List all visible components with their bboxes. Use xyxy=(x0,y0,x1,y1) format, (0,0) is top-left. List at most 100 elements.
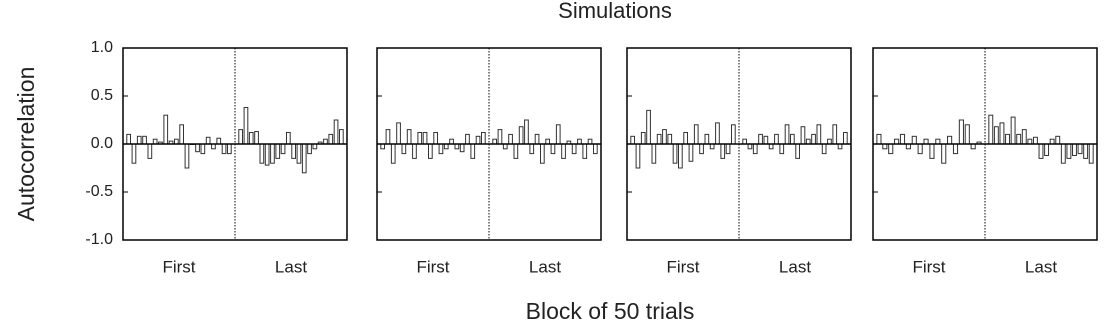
bar xyxy=(779,143,785,155)
chart-title: Simulations xyxy=(558,0,672,23)
bar xyxy=(774,133,779,145)
bar xyxy=(390,143,396,164)
bar xyxy=(1060,143,1066,164)
group-label: Last xyxy=(779,257,811,276)
bar xyxy=(688,143,694,162)
bar xyxy=(1077,143,1083,155)
bar xyxy=(561,143,566,159)
bar xyxy=(307,143,312,155)
bar xyxy=(832,124,838,145)
bar xyxy=(693,124,699,145)
group-label: First xyxy=(416,257,449,276)
group-label: Last xyxy=(1025,257,1057,276)
bar xyxy=(275,143,281,159)
bar xyxy=(406,129,412,145)
bar xyxy=(993,126,999,145)
bar xyxy=(280,143,286,155)
y-tick-label: 0.5 xyxy=(91,87,113,104)
bar xyxy=(438,143,444,155)
bar xyxy=(475,135,481,145)
bar xyxy=(784,124,790,145)
bar xyxy=(952,143,959,155)
y-tick-label: 0.0 xyxy=(91,135,113,152)
bar xyxy=(328,133,334,145)
bar xyxy=(704,133,710,145)
bar xyxy=(131,143,137,164)
bar xyxy=(465,133,470,145)
bar xyxy=(417,131,423,145)
bar xyxy=(179,124,185,145)
bar xyxy=(1038,143,1044,159)
bar xyxy=(142,135,147,145)
group-label: First xyxy=(912,257,945,276)
bar xyxy=(656,133,662,145)
bar xyxy=(677,143,683,169)
bar xyxy=(1032,136,1038,145)
bar xyxy=(821,143,827,155)
bar xyxy=(534,133,540,145)
bar xyxy=(216,137,222,145)
bar xyxy=(699,143,704,155)
bar xyxy=(555,124,561,145)
bar xyxy=(941,143,947,164)
bar xyxy=(929,143,935,159)
bar xyxy=(988,114,994,145)
bar xyxy=(1055,135,1061,145)
x-axis-label: Block of 50 trials xyxy=(526,298,695,324)
bar xyxy=(876,133,882,145)
bar xyxy=(646,109,651,145)
bar xyxy=(243,107,249,145)
bar xyxy=(385,129,391,145)
bar xyxy=(672,143,678,164)
bar xyxy=(651,143,657,164)
bar xyxy=(254,131,259,145)
bar xyxy=(1005,133,1010,145)
bar xyxy=(795,143,801,159)
bar xyxy=(136,135,142,145)
bar xyxy=(958,119,964,145)
bar xyxy=(1083,143,1089,159)
bar xyxy=(1010,116,1016,145)
bar xyxy=(1072,143,1077,157)
group-label: First xyxy=(162,257,195,276)
bar xyxy=(752,143,758,155)
bar xyxy=(518,126,524,145)
bar xyxy=(459,143,465,153)
bar xyxy=(195,143,200,153)
bar xyxy=(720,143,726,159)
bar xyxy=(964,124,970,145)
bar xyxy=(816,124,822,145)
bar xyxy=(947,135,953,145)
bar xyxy=(163,114,169,145)
bar xyxy=(508,133,513,145)
bar xyxy=(396,122,401,145)
bar xyxy=(480,131,486,145)
bar xyxy=(1021,129,1027,145)
bar xyxy=(911,135,917,145)
y-tick-label: -1.0 xyxy=(85,231,113,248)
bar xyxy=(1016,133,1022,145)
bar xyxy=(635,143,641,169)
bar xyxy=(470,143,476,159)
bar xyxy=(917,143,923,155)
bar xyxy=(571,143,577,155)
bar xyxy=(205,136,211,145)
bar xyxy=(401,143,407,155)
bar xyxy=(667,133,673,145)
bar xyxy=(296,143,302,164)
bar xyxy=(497,129,503,145)
bar xyxy=(238,129,244,145)
bar xyxy=(730,124,736,145)
bar xyxy=(248,131,254,145)
y-axis-label: Autocorrelation xyxy=(13,67,39,222)
bar xyxy=(630,135,636,145)
bar xyxy=(147,143,153,159)
y-tick-label: 1.0 xyxy=(91,39,113,56)
bar xyxy=(338,129,344,145)
bar xyxy=(758,133,763,145)
bar xyxy=(513,143,519,159)
bar xyxy=(200,143,206,155)
bar xyxy=(333,119,339,145)
bar xyxy=(433,131,439,145)
